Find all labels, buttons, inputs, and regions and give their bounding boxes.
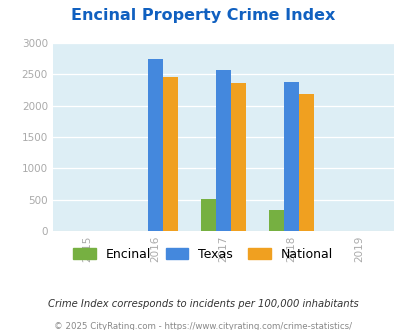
Legend: Encinal, Texas, National: Encinal, Texas, National — [68, 243, 337, 266]
Bar — [269, 210, 283, 231]
Bar — [162, 78, 177, 231]
Text: Encinal Property Crime Index: Encinal Property Crime Index — [70, 8, 335, 23]
Bar — [147, 59, 162, 231]
Bar — [298, 94, 313, 231]
Text: © 2025 CityRating.com - https://www.cityrating.com/crime-statistics/: © 2025 CityRating.com - https://www.city… — [54, 322, 351, 330]
Bar — [230, 83, 245, 231]
Bar — [200, 199, 215, 231]
Text: Crime Index corresponds to incidents per 100,000 inhabitants: Crime Index corresponds to incidents per… — [47, 299, 358, 309]
Bar — [215, 70, 230, 231]
Bar — [284, 82, 298, 231]
